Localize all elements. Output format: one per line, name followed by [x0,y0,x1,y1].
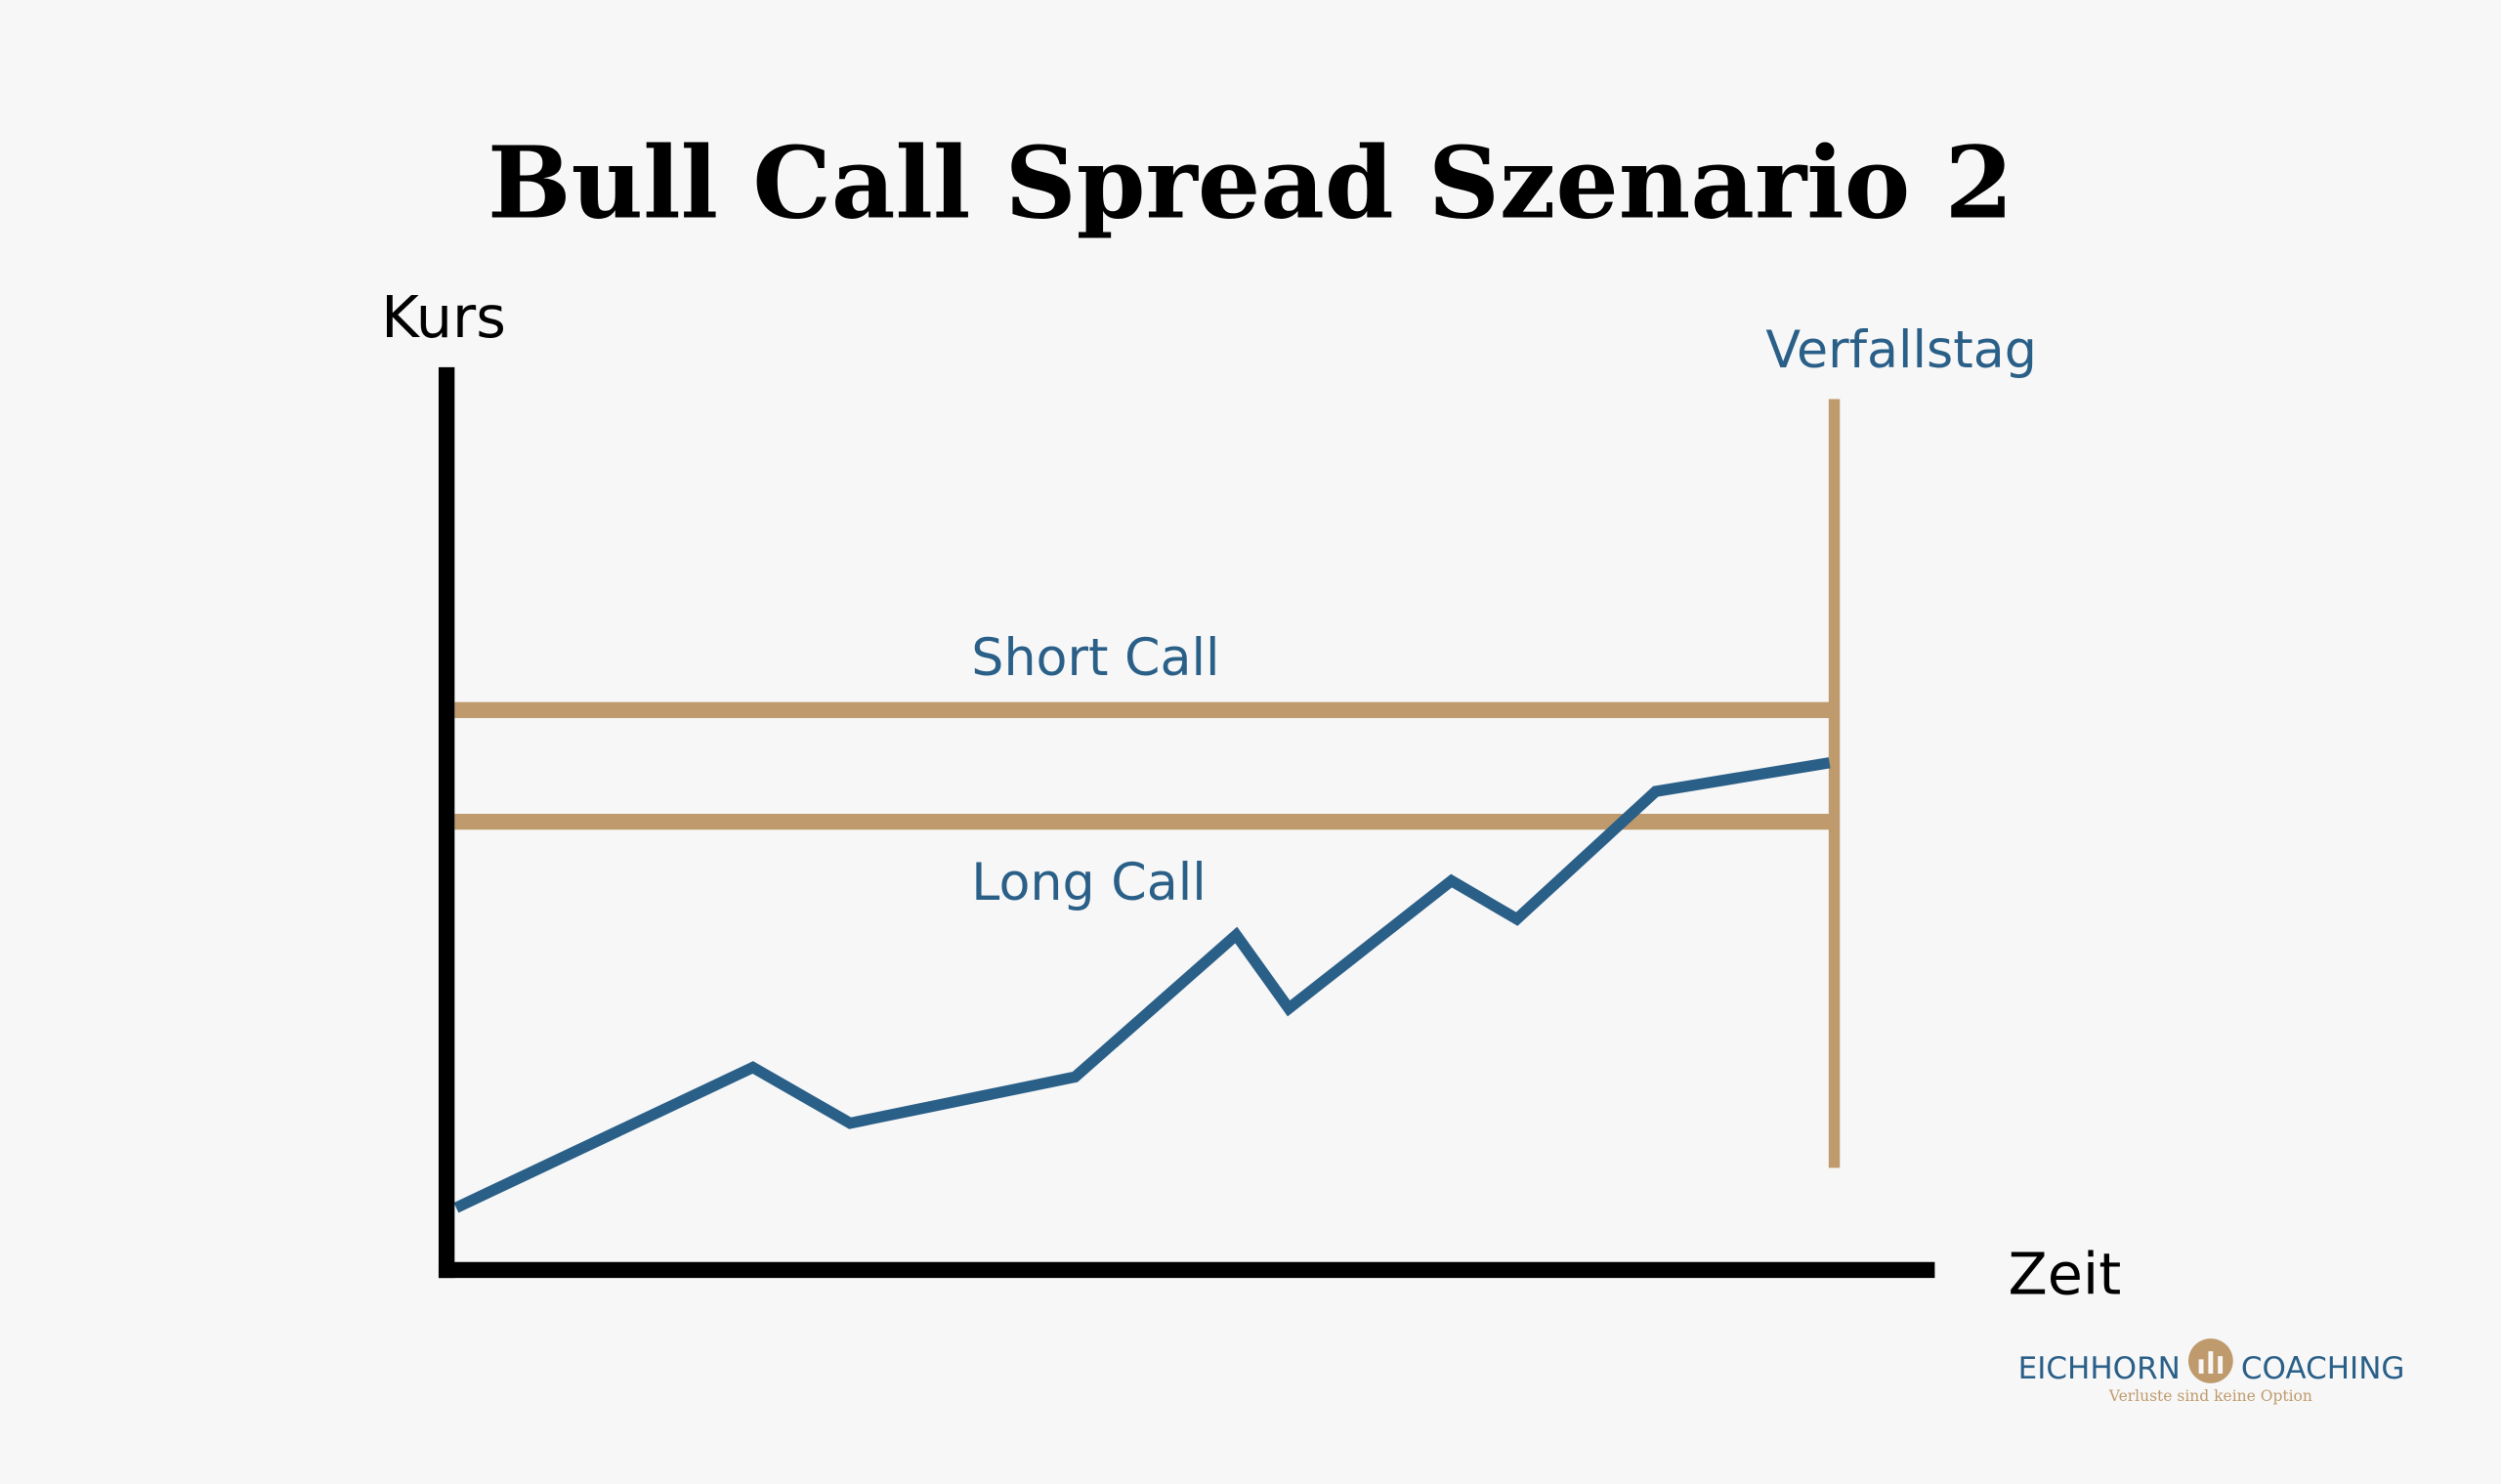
logo-tagline: Verluste sind keine Option [2108,1387,2312,1405]
logo-right: COACHING [2241,1351,2405,1386]
title: Bull Call Spread Szenario 2 [487,124,2014,240]
y-axis-label: Kurs [381,283,506,351]
logo-left: EICHHORN [2018,1351,2181,1386]
long-call-label: Long Call [971,854,1207,912]
x-axis-label: Zeit [2009,1240,2122,1307]
price-line [453,757,1831,1213]
short-call-label: Short Call [971,629,1219,688]
expiry-label: Verfallstag [1765,321,2037,380]
logo-bars [2198,1351,2224,1375]
